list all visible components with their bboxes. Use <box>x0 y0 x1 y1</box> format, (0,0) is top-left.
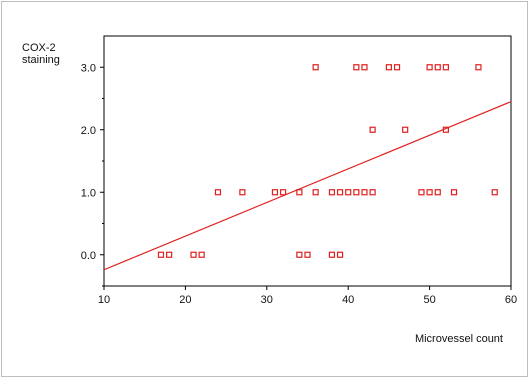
data-point <box>214 189 222 196</box>
data-point <box>442 126 449 133</box>
data-point <box>271 189 279 196</box>
data-point <box>450 189 458 196</box>
data-point <box>361 189 368 196</box>
data-point <box>353 64 360 71</box>
x-axis-ticks: 10 20 30 40 50 60 <box>98 286 517 306</box>
data-point <box>304 251 311 258</box>
x-axis-title: Microvessel count <box>415 333 503 345</box>
data-point <box>296 251 303 258</box>
data-point <box>328 189 336 196</box>
data-point <box>475 64 482 71</box>
y-axis-title-line-2: staining <box>22 54 60 66</box>
data-points <box>157 64 498 258</box>
y-axis-ticks: 0.0 1.0 2.0 3.0 <box>81 62 104 287</box>
data-point <box>426 64 433 71</box>
data-point <box>345 189 352 196</box>
data-point <box>166 251 173 258</box>
data-point <box>393 64 401 71</box>
data-point <box>385 64 392 71</box>
x-tick-label: 10 <box>98 294 110 306</box>
data-point <box>353 189 360 196</box>
data-point <box>312 64 319 71</box>
data-point <box>190 251 197 258</box>
data-point <box>279 189 287 196</box>
data-point <box>157 251 165 258</box>
data-point <box>434 64 441 71</box>
data-point <box>434 189 441 196</box>
x-tick-label: 50 <box>423 294 435 306</box>
x-tick-label: 20 <box>179 294 191 306</box>
y-tick-label: 2.0 <box>81 125 96 137</box>
data-point <box>418 189 425 196</box>
data-point <box>491 189 498 196</box>
data-point <box>369 189 376 196</box>
y-tick-label: 0.0 <box>81 250 96 262</box>
data-point <box>369 126 376 133</box>
y-tick-label: 3.0 <box>81 62 96 74</box>
data-point <box>442 64 449 71</box>
y-tick-label: 1.0 <box>81 187 96 199</box>
data-point <box>328 251 336 258</box>
x-tick-label: 40 <box>342 294 354 306</box>
x-tick-label: 30 <box>261 294 273 306</box>
x-tick-label: 60 <box>505 294 517 306</box>
data-point <box>336 251 344 258</box>
data-point <box>198 251 205 258</box>
data-point <box>296 189 303 196</box>
data-point <box>402 126 409 133</box>
plot-area <box>103 35 512 287</box>
data-point <box>239 189 246 196</box>
data-point <box>361 64 368 71</box>
data-point <box>336 189 344 196</box>
y-axis-title-line-1: COX-2 <box>22 42 56 54</box>
data-point <box>426 189 433 196</box>
data-point <box>312 189 319 196</box>
